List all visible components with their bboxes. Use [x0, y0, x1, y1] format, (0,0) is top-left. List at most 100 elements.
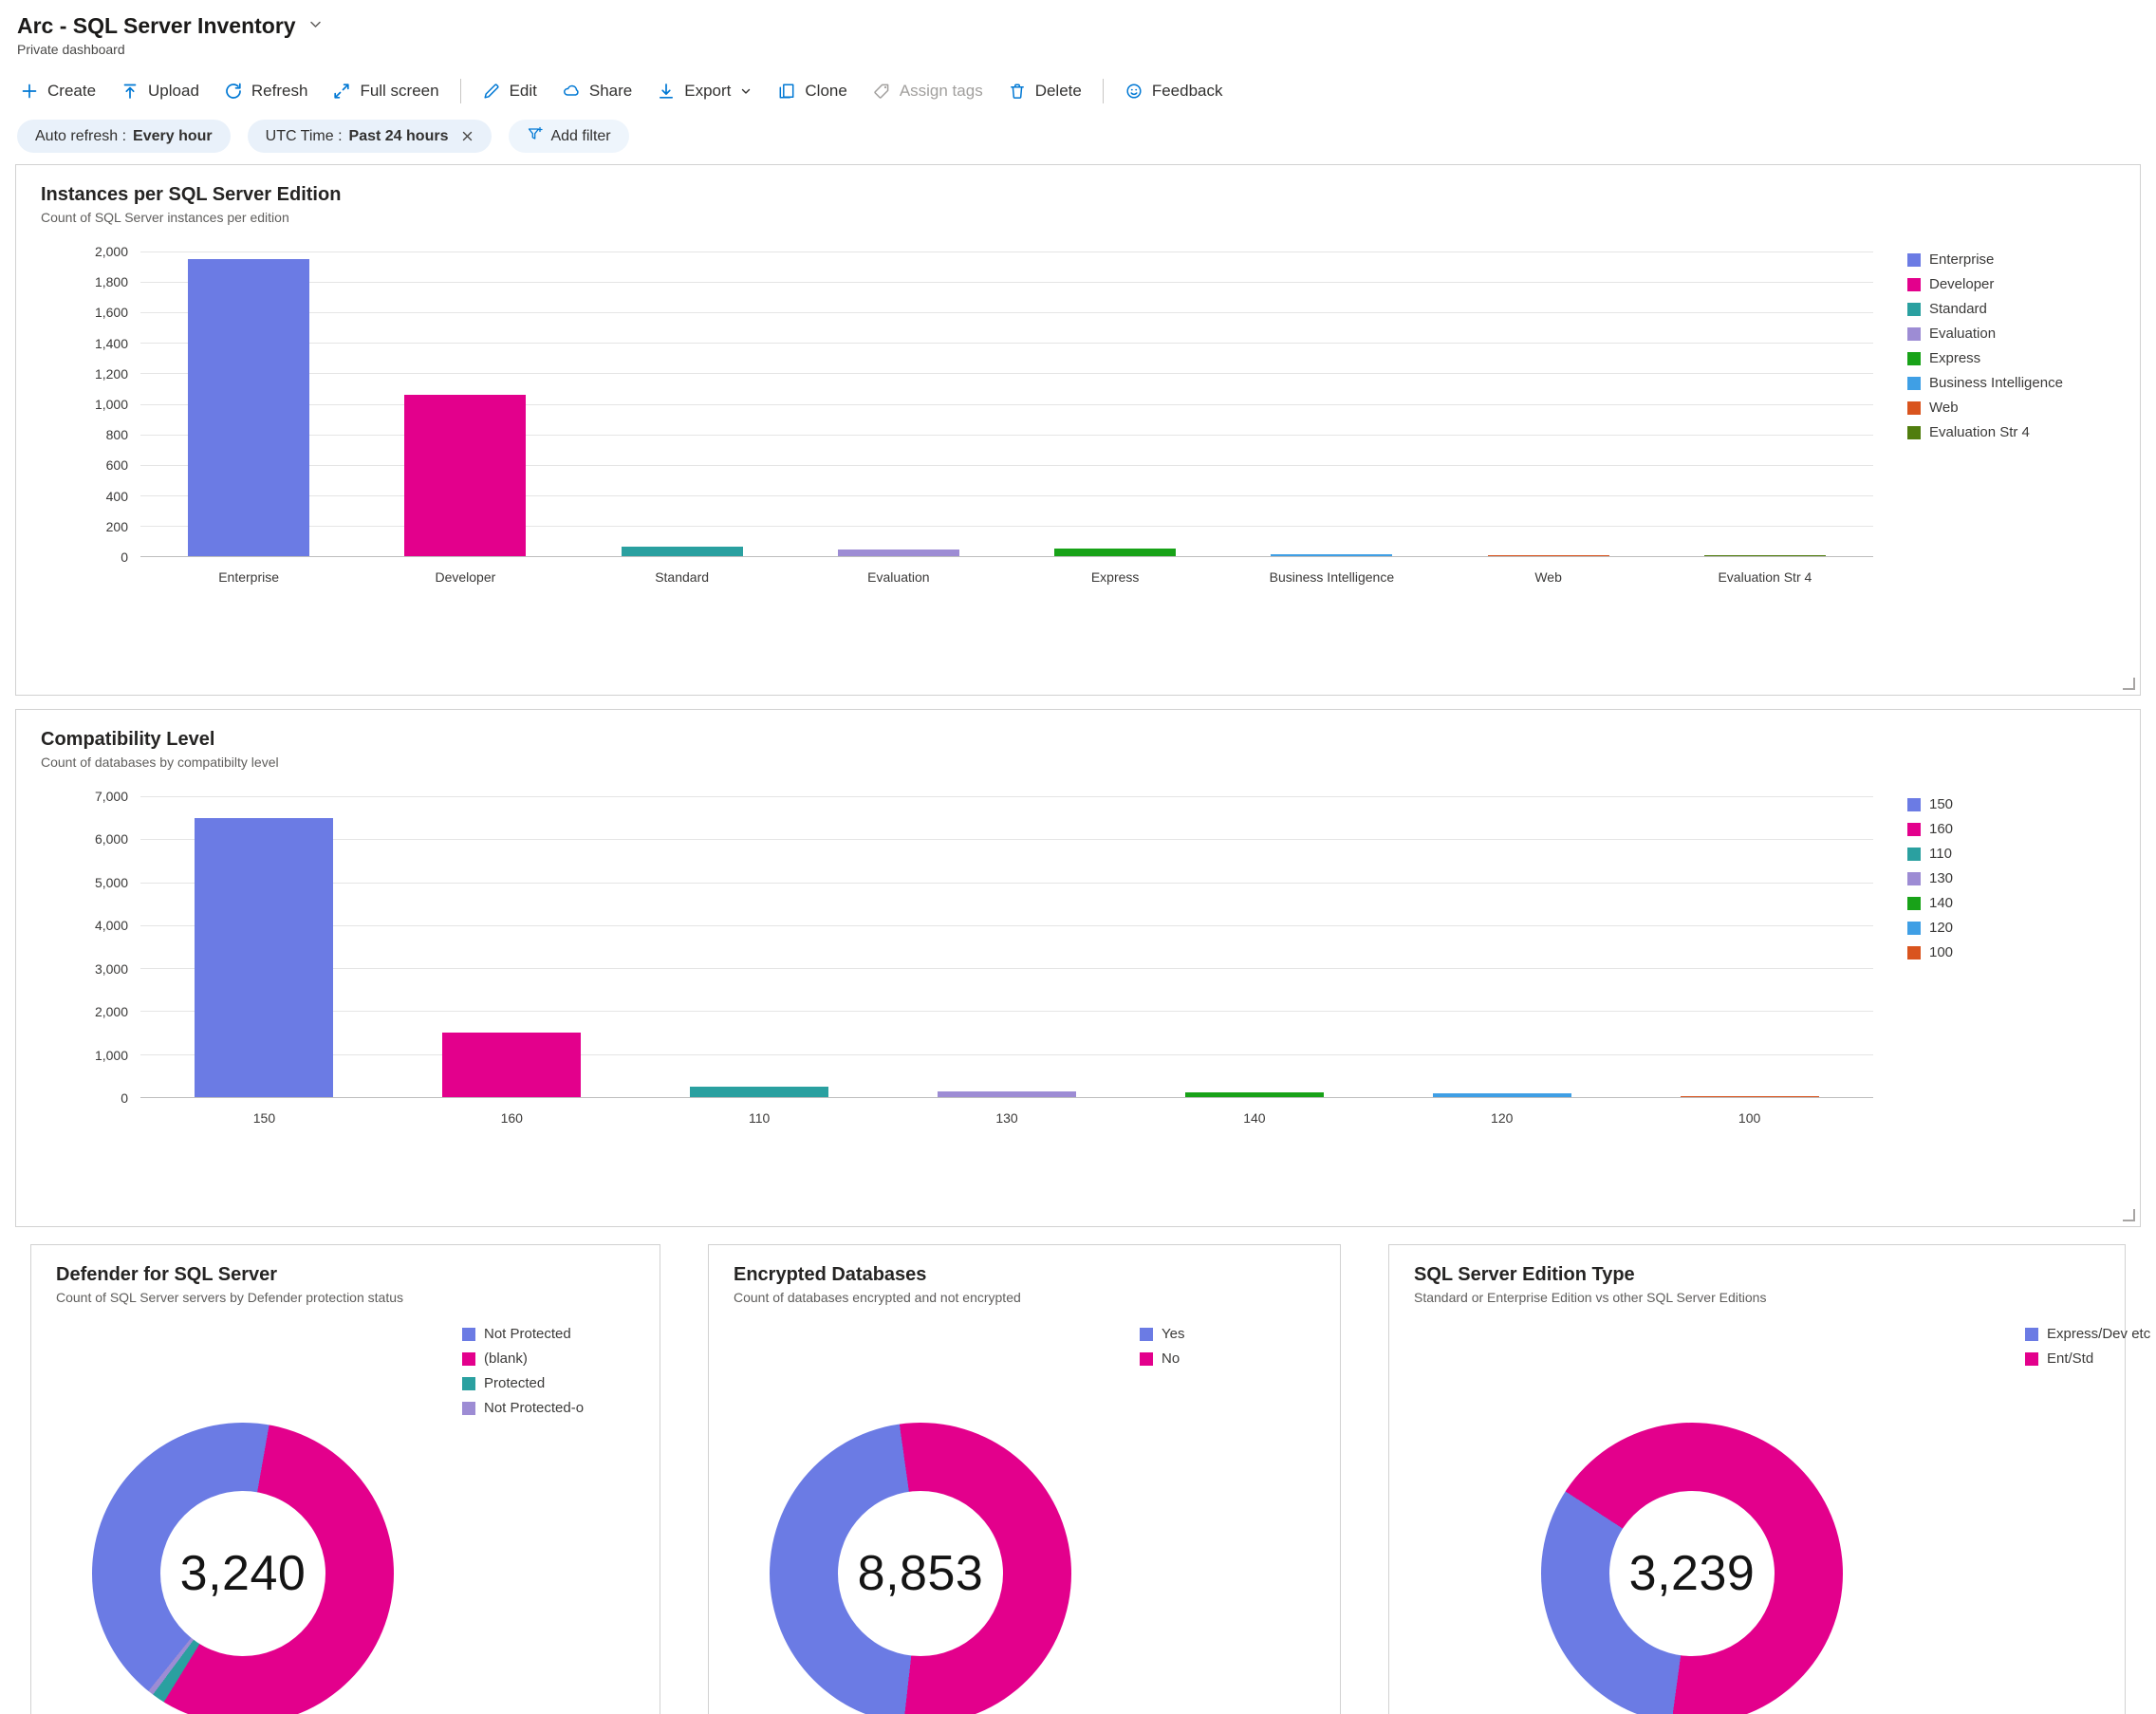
chart-subtitle: Standard or Enterprise Edition vs other … [1414, 1290, 1767, 1305]
gridline [140, 1053, 1873, 1055]
gridline [140, 434, 1873, 436]
legend-item[interactable]: Not Protected-o [462, 1400, 584, 1416]
legend-item[interactable]: Ent/Std [2025, 1351, 2093, 1367]
x-labels: Enterprise Developer Standard Evaluation Exp… [140, 557, 1873, 601]
x-tick-label: 110 [748, 1110, 771, 1126]
tag-icon [872, 82, 891, 101]
y-tick-label: 1,800 [94, 274, 128, 290]
legend-label: Developer [1929, 276, 1995, 292]
filter-label: Auto refresh : [35, 127, 127, 144]
legend-swatch [1907, 896, 1921, 910]
dashboard-type-label: Private dashboard [17, 42, 125, 57]
legend: Express/Dev etc Ent/Std [1991, 1326, 2150, 1367]
legend-swatch [1907, 822, 1921, 836]
legend-item[interactable]: No [1140, 1351, 1180, 1367]
legend-item[interactable]: Standard [1907, 301, 1987, 317]
bar-slot [357, 252, 573, 556]
legend-item[interactable]: 130 [1907, 870, 1953, 886]
resize-handle[interactable] [2123, 678, 2135, 690]
fullscreen-button[interactable]: Full screen [320, 74, 451, 108]
feedback-button[interactable]: Feedback [1112, 74, 1236, 108]
clone-button[interactable]: Clone [765, 74, 859, 108]
y-tick-label: 0 [121, 1090, 128, 1106]
legend-label: Standard [1929, 301, 1987, 317]
legend-swatch [1907, 401, 1921, 415]
x-tick-label: Enterprise [218, 569, 280, 585]
gridline [140, 1011, 1873, 1013]
y-tick-label: 400 [105, 488, 128, 504]
bar-slot [1626, 796, 1873, 1097]
legend-swatch [462, 1376, 475, 1390]
bar-slot [140, 252, 357, 556]
legend-swatch [1907, 376, 1921, 390]
legend-label: 100 [1929, 944, 1954, 960]
legend-item[interactable]: 150 [1907, 796, 1953, 812]
x-tick-label: Business Intelligence [1269, 569, 1395, 585]
edit-pencil-icon [482, 82, 501, 101]
chart-title: Compatibility Level [41, 729, 215, 750]
bar-evaluation-str-4 [1703, 555, 1826, 556]
chart-title: SQL Server Edition Type [1414, 1264, 1635, 1285]
legend-item[interactable]: Enterprise [1907, 252, 1994, 268]
legend-item[interactable]: (blank) [462, 1351, 528, 1367]
legend-swatch [1907, 351, 1921, 365]
bar-slot [388, 796, 636, 1097]
legend-label: 150 [1929, 796, 1954, 812]
legend-item[interactable]: Yes [1140, 1326, 1184, 1342]
legend-item[interactable]: 120 [1907, 920, 1953, 936]
legend-item[interactable]: Developer [1907, 276, 1994, 292]
legend-swatch [462, 1351, 475, 1366]
utc-time-filter-pill[interactable]: UTC Time : Past 24 hours [247, 120, 493, 153]
legend-item[interactable]: 140 [1907, 895, 1953, 911]
y-tick-label: 1,400 [94, 335, 128, 351]
legend-item[interactable]: 100 [1907, 944, 1953, 960]
filter-bar: Auto refresh : Every hour UTC Time : Pas… [17, 120, 2156, 153]
legend-item[interactable]: Evaluation [1907, 326, 1996, 342]
chart-subtitle: Count of SQL Server instances per editio… [41, 210, 289, 225]
donut-tiles-row: Defender for SQL Server Count of SQL Ser… [15, 1244, 2150, 1714]
auto-refresh-filter-pill[interactable]: Auto refresh : Every hour [17, 120, 231, 153]
legend-item[interactable]: 160 [1907, 821, 1953, 837]
legend-item[interactable]: Web [1907, 400, 1959, 416]
legend-label: Web [1929, 400, 1959, 416]
create-button[interactable]: Create [8, 74, 108, 108]
legend-item[interactable]: Evaluation Str 4 [1907, 424, 2030, 440]
legend-item[interactable]: Express/Dev etc [2025, 1326, 2150, 1342]
legend-label: 110 [1929, 846, 1952, 862]
delete-button[interactable]: Delete [995, 74, 1094, 108]
bars [140, 252, 1873, 556]
export-button[interactable]: Export [644, 74, 765, 108]
legend-item[interactable]: Protected [462, 1375, 545, 1391]
resize-handle[interactable] [2123, 1209, 2135, 1221]
legend-label: Evaluation Str 4 [1929, 424, 2030, 440]
edit-button[interactable]: Edit [470, 74, 549, 108]
legend-label: (blank) [484, 1351, 528, 1367]
y-axis: 0 200 400 600 800 1,000 1,200 1,400 1,600 1,800 2,… [41, 244, 140, 565]
command-bar: Create Upload Refresh Full screen Edit S… [0, 70, 2156, 112]
gridline [140, 882, 1873, 884]
bar-web [1487, 555, 1609, 556]
x-tick-label: Standard [655, 569, 710, 585]
feedback-smiley-icon [1124, 82, 1143, 101]
legend-item[interactable]: 110 [1907, 846, 1952, 862]
bar-100 [1680, 1095, 1819, 1097]
x-tick-label: 130 [995, 1110, 1018, 1126]
plus-icon [20, 82, 39, 101]
filter-value: Past 24 hours [348, 127, 449, 144]
legend-item[interactable]: Express [1907, 350, 1980, 366]
legend-item[interactable]: Not Protected [462, 1326, 571, 1342]
bar-140 [1184, 1092, 1324, 1097]
legend-swatch [1907, 797, 1921, 811]
share-button[interactable]: Share [549, 74, 644, 108]
legend-item[interactable]: Business Intelligence [1907, 375, 2063, 391]
bar-slot [574, 252, 790, 556]
upload-button[interactable]: Upload [108, 74, 212, 108]
filter-value: Every hour [133, 127, 213, 144]
chevron-down-icon[interactable] [307, 16, 324, 37]
bar-160 [442, 1033, 582, 1097]
refresh-button[interactable]: Refresh [212, 74, 321, 108]
x-tick-label: Express [1090, 569, 1140, 585]
add-filter-button[interactable]: Add filter [509, 120, 629, 153]
close-icon[interactable] [461, 130, 474, 142]
fullscreen-icon [332, 82, 351, 101]
